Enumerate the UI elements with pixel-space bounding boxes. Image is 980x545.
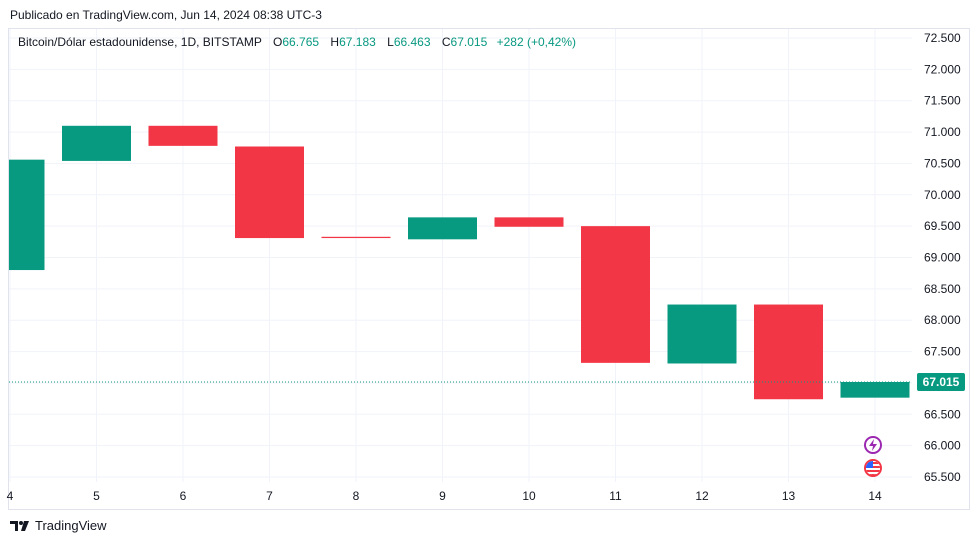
x-tick-label: 6 (180, 489, 187, 503)
candle-body (9, 159, 45, 271)
x-tick-label: 4 (7, 489, 14, 503)
candle-body (321, 236, 391, 239)
axis-layer: 72.500 72.000 71.500 71.000 70.500 70.000 69.5… (7, 31, 961, 503)
x-tick-label: 8 (353, 489, 360, 503)
candle-body (840, 381, 910, 398)
current-price-label: 67.015 (923, 375, 960, 389)
legend-low-value: 66.463 (393, 35, 431, 49)
legend-change: +282 (+0,42%) (496, 35, 576, 49)
y-tick-label: 66.000 (924, 439, 961, 453)
chart-frame (8, 28, 970, 510)
x-tick-label: 12 (695, 489, 709, 503)
y-tick-label: 72.500 (924, 31, 961, 45)
candle-body (581, 226, 650, 363)
y-tick-label: 71.500 (924, 94, 961, 108)
y-tick-label: 68.000 (924, 313, 961, 327)
legend-low-label: L (387, 35, 394, 49)
y-tick-label: 67.500 (924, 345, 961, 359)
flash-icon-glyph (869, 439, 877, 451)
legend-high-value: 67.183 (339, 35, 376, 49)
y-tick-label: 66.500 (924, 407, 961, 421)
candle-body (667, 304, 737, 364)
candle-body (408, 217, 477, 240)
price-layer: 67.015 (9, 372, 965, 391)
tradingview-logo-icon (10, 520, 29, 531)
x-tick-label: 7 (266, 489, 273, 503)
legend-open-label: O (273, 35, 283, 49)
candle-body (62, 125, 131, 161)
candle-body (148, 125, 218, 146)
y-tick-label: 68.500 (924, 282, 961, 296)
x-tick-label: 5 (93, 489, 100, 503)
candle-body (235, 146, 304, 239)
legend-high-label: H (330, 35, 340, 49)
x-tick-label: 10 (522, 489, 536, 503)
legend-close-label: C (441, 35, 451, 49)
published-caption: Publicado en TradingView.com, Jun 14, 20… (10, 8, 322, 22)
y-tick-label: 69.000 (924, 251, 961, 265)
y-tick-label: 70.500 (924, 156, 961, 170)
candle-body (754, 304, 823, 400)
x-tick-label: 13 (782, 489, 796, 503)
y-tick-label: 72.000 (924, 62, 961, 76)
legend-open-value: 66.765 (282, 35, 320, 49)
legend-close-value: 67.015 (450, 35, 488, 49)
x-tick-label: 9 (439, 489, 446, 503)
us-flag-icon-glyph (866, 461, 880, 475)
x-tick-label: 11 (609, 489, 622, 503)
chart-legend: Bitcoin/Dólar estadounidense, 1D, BITSTA… (18, 35, 576, 49)
y-tick-label: 69.500 (924, 219, 961, 233)
current-price-badge (917, 372, 965, 391)
grid-layer (9, 29, 912, 482)
candle-body (494, 217, 564, 227)
x-tick-label: 14 (868, 489, 882, 503)
footer-brand[interactable]: TradingView (10, 518, 107, 533)
footer-brand-name: TradingView (35, 518, 107, 533)
us-flag-icon[interactable] (864, 459, 882, 477)
legend-symbol: Bitcoin/Dólar estadounidense, 1D, BITSTA… (18, 35, 262, 49)
candle-layer (9, 125, 910, 400)
y-tick-label: 71.000 (924, 125, 961, 139)
y-tick-label: 65.500 (924, 470, 961, 484)
y-tick-label: 70.000 (924, 188, 961, 202)
flash-icon[interactable] (864, 436, 882, 454)
